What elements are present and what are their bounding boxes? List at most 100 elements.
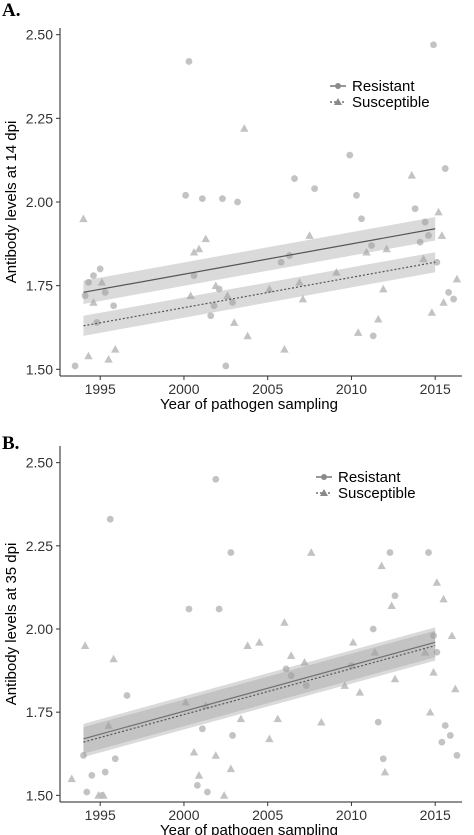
data-point [273, 714, 282, 723]
data-point [421, 218, 429, 226]
data-point [123, 692, 131, 699]
x-tick-label: 1995 [85, 807, 116, 823]
data-point [234, 198, 241, 206]
panel-label: B. [2, 433, 19, 454]
data-point [79, 214, 88, 223]
data-point [377, 561, 386, 570]
data-point [430, 632, 437, 640]
data-point [419, 254, 428, 263]
data-point [433, 648, 441, 656]
data-point [430, 41, 437, 49]
data-point [340, 681, 349, 689]
data-point [346, 151, 354, 159]
data-point [379, 284, 388, 293]
legend-key-marker [335, 83, 341, 89]
x-tick-label: 2010 [336, 381, 367, 397]
data-point [277, 258, 285, 266]
data-point [201, 234, 210, 243]
data-point [223, 291, 232, 300]
data-point [198, 195, 206, 203]
chart-panel-a: A. 1.50 1.75 2.00 2.25 2.50 1995 2000 2005 2010 20… [2, 0, 462, 413]
y-tick-label: 2.25 [26, 110, 53, 126]
data-point [215, 605, 223, 613]
data-point [181, 697, 190, 706]
data-point [452, 274, 462, 283]
data-point [450, 295, 458, 303]
data-point [348, 638, 358, 646]
legend-label: Susceptible [352, 94, 430, 111]
data-point [433, 258, 441, 266]
data-point [369, 332, 377, 340]
data-point [110, 302, 117, 310]
data-point [369, 625, 377, 633]
y-tick-label: 2.25 [26, 538, 53, 554]
data-point [194, 771, 204, 779]
data-point [300, 658, 309, 666]
data-point [219, 195, 226, 203]
data-point [362, 247, 371, 256]
data-point [380, 767, 390, 776]
data-point [432, 578, 442, 586]
x-tick-label: 2005 [252, 381, 283, 397]
data-point [243, 331, 252, 340]
series-resistant-points [71, 41, 458, 370]
data-point [441, 165, 449, 172]
x-tick-label: 2015 [420, 381, 451, 397]
x-tick-label: 1995 [85, 381, 116, 397]
data-point [101, 768, 109, 776]
data-point [185, 605, 193, 613]
data-point [280, 345, 289, 353]
data-point [429, 668, 438, 676]
data-point [236, 714, 246, 723]
x-tick-label: 2015 [420, 807, 451, 823]
data-point [81, 292, 89, 300]
data-point [451, 684, 460, 693]
x-tick-label: 2000 [168, 807, 199, 823]
data-point [190, 272, 198, 280]
data-point [379, 755, 387, 763]
data-point [84, 351, 93, 360]
data-point [229, 732, 236, 739]
data-point [420, 648, 430, 656]
data-point [382, 244, 391, 253]
y-tick-label: 2.50 [26, 455, 53, 471]
fit-line-resistant [83, 641, 436, 740]
data-point [427, 308, 437, 316]
data-point [434, 207, 443, 216]
data-point [182, 191, 190, 199]
data-point [439, 594, 448, 603]
x-axis-title: Year of pathogen sampling [160, 396, 338, 413]
data-point [374, 718, 382, 726]
y-axis-title: Antibody levels at 35 dpi [3, 543, 20, 706]
data-point [204, 788, 211, 796]
data-point [446, 732, 454, 739]
data-point [88, 771, 96, 779]
data-point [311, 185, 318, 193]
data-point [307, 548, 316, 556]
data-point [211, 751, 220, 759]
data-point [80, 752, 87, 759]
data-point [71, 362, 79, 370]
y-tick-label: 1.75 [26, 278, 53, 294]
data-point [425, 232, 432, 239]
x-tick-label: 2010 [336, 807, 367, 823]
data-point [106, 515, 114, 523]
data-point [302, 682, 310, 689]
data-point [211, 281, 220, 290]
data-point [317, 717, 326, 726]
data-point [89, 298, 98, 306]
data-point [109, 654, 118, 663]
data-point [282, 665, 290, 673]
data-point [96, 265, 104, 273]
data-point [83, 788, 91, 796]
data-point [295, 278, 304, 286]
data-point [193, 781, 201, 789]
data-point [243, 641, 252, 649]
y-tick-label: 1.75 [26, 704, 53, 720]
data-point [101, 288, 109, 296]
data-point [219, 791, 229, 799]
data-point [222, 362, 230, 370]
